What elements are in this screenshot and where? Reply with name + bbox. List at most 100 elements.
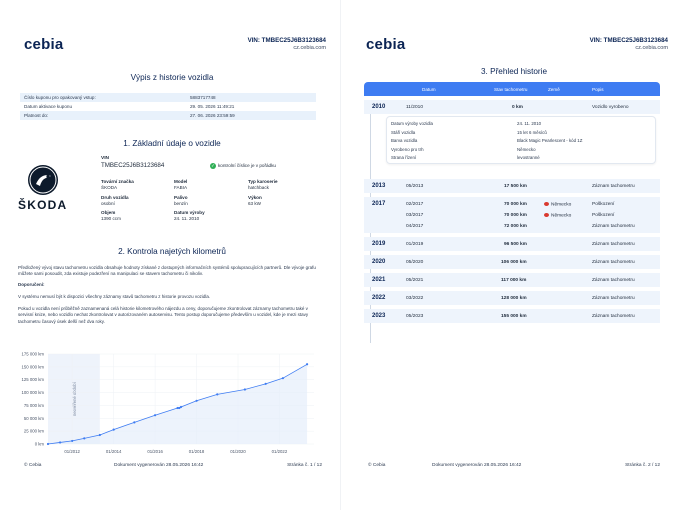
history-row[interactable]: 2022 03/2022 128 000 km Záznam tachometr… — [364, 291, 660, 305]
detail-row: Vyrobeno pro trh Německo — [391, 146, 536, 152]
row-desc: Vozidlo vyrobeno — [592, 104, 629, 110]
row-desc: Poškození — [592, 213, 615, 218]
mileage-point — [133, 421, 136, 424]
row-desc: Záznam tachometru — [592, 183, 635, 189]
year-label: 2017 — [372, 201, 386, 207]
mileage-point — [281, 377, 285, 380]
detail-row: Strana řízení levostranné — [391, 155, 540, 160]
header-url[interactable]: cz.cebia.com — [635, 45, 668, 51]
year-label: 2021 — [372, 277, 386, 283]
mileage-point — [179, 405, 183, 409]
field-value: hatchback — [248, 185, 269, 190]
history-row[interactable]: 2013 05/2013 17 500 km Záznam tachometru — [364, 179, 660, 193]
report-title: Výpis z historie vozidla — [130, 73, 214, 82]
col-km: Stav tachometru — [494, 86, 528, 92]
year-label: 2022 — [372, 295, 386, 301]
row-date: 05/2023 — [406, 313, 424, 319]
field-label: Palivo — [174, 195, 188, 200]
row-country-text: Německo — [551, 213, 572, 219]
mileage-point — [243, 388, 247, 391]
service-advice-paragraph: Pokud u vozidla není průběžně zaznamenan… — [18, 306, 309, 324]
records-note-paragraph: V systému nemusí být k dispozici všechny… — [18, 294, 211, 299]
history-subrow[interactable]: 04/2017 72 000 km Záznam tachometru — [364, 221, 660, 232]
recommendation-label: Doporučení: — [18, 282, 318, 288]
mileage-point — [98, 433, 101, 437]
field-value: ŠKODA — [101, 185, 118, 190]
y-tick-label: 50 000 km — [24, 416, 44, 421]
detail-value: 15 let 6 měsíců — [517, 129, 547, 135]
detail-label: Stáří vozidla — [391, 129, 416, 135]
footer-generated: Dokument vygenerován 28.05.2026 16:42 — [114, 463, 204, 468]
detail-label: Barva vozidla — [391, 138, 418, 143]
y-tick-label: 75 000 km — [24, 403, 44, 408]
row-date: 05/2021 — [406, 277, 424, 283]
detail-label: Datum výroby vozidla — [391, 121, 433, 126]
field-label: Tovární značka — [101, 179, 134, 184]
footer-page-number: Stránka č. 1 / 12 — [287, 463, 322, 468]
skoda-emblem-icon — [28, 165, 58, 195]
mileage-area — [48, 364, 308, 444]
mileage-point — [153, 414, 157, 417]
history-row[interactable]: 2019 01/2019 96 500 km Záznam tachometru — [364, 237, 660, 251]
voucher-label: Platnost do: — [24, 113, 49, 118]
header-vin: VIN: TMBEC25J6B3123684 — [247, 37, 326, 44]
footer-page-number: Stránka č. 2 / 12 — [625, 463, 660, 468]
col-desc: Popis — [592, 86, 604, 92]
history-row[interactable]: 2017 — [364, 197, 660, 233]
mileage-point — [178, 406, 181, 410]
germany-flag-icon — [544, 202, 549, 206]
row-date: 04/2017 — [406, 224, 424, 229]
row-km: 117 000 km — [501, 277, 527, 283]
row-desc: Záznam tachometru — [592, 277, 635, 283]
x-tick-label: 01/2016 — [147, 449, 163, 454]
row-desc: Záznam tachometru — [592, 313, 635, 319]
voucher-row: Platnost do: 27. 06. 2026 23:59:59 — [20, 111, 316, 120]
mileage-point — [112, 428, 115, 431]
voucher-row: Datum aktivace kuponu 29. 05. 2026 11:49… — [20, 102, 316, 111]
voucher-row: Číslo kuponu pro opakovaný vstup: 588371… — [20, 93, 316, 102]
row-desc: Poškození — [592, 202, 615, 207]
detail-value: levostranné — [517, 155, 540, 160]
mileage-point — [195, 399, 198, 402]
row-km: 17 500 km — [504, 183, 527, 189]
history-row[interactable]: 2023 05/2023 155 000 km Záznam tachometr… — [364, 309, 660, 323]
cebia-logo: cebia — [24, 36, 64, 53]
history-subrow[interactable]: 03/2017 70 000 km Německo Poškození — [364, 210, 660, 221]
row-date: 05/2013 — [406, 183, 424, 189]
unverified-period-band — [48, 354, 100, 444]
year-label: 2023 — [372, 313, 386, 319]
row-desc: Záznam tachometru — [592, 259, 635, 265]
footer-generated: Dokument vygenerován 28.05.2026 16:42 — [432, 463, 522, 468]
field-value: benzín — [174, 201, 188, 206]
detail-label: Vyrobeno pro trh — [391, 146, 424, 152]
y-tick-label: 125 000 km — [22, 377, 45, 382]
x-tick-label: 01/2014 — [106, 449, 122, 454]
y-tick-label: 100 000 km — [22, 390, 45, 395]
mileage-intro-paragraph: Předložený vývoj stavu tachometru vozidl… — [18, 265, 316, 277]
header-url[interactable]: cz.cebia.com — [293, 45, 326, 51]
field-label: Výkon — [248, 195, 262, 200]
vehicle-field: Palivo benzín — [174, 195, 188, 206]
row-date: 05/2020 — [406, 259, 424, 265]
section-mileage-title: 2. Kontrola najetých kilometrů — [118, 247, 226, 256]
x-tick-label: 01/2022 — [272, 449, 288, 454]
row-km: 128 000 km — [501, 295, 527, 301]
year-label: 2019 — [372, 241, 386, 247]
row-km: 155 000 km — [501, 313, 527, 319]
detail-value: Black Magic Pearlescent - kód 1Z — [517, 138, 583, 143]
mileage-point — [46, 442, 50, 446]
y-tick-label: 175 000 km — [22, 352, 45, 357]
col-date: Datum — [422, 86, 436, 92]
field-value: 24. 11. 2010 — [174, 216, 200, 221]
detail-row: Barva vozidla Black Magic Pearlescent - k… — [391, 138, 582, 143]
history-row[interactable]: 2021 05/2021 117 000 km Záznam tachometr… — [364, 273, 660, 287]
report-page-2: cebia VIN: TMBEC25J6B3123684 cz.cebia.co… — [356, 20, 672, 480]
history-row[interactable]: 2010 11/2010 0 km Vozidlo vyrobeno — [364, 100, 660, 114]
y-tick-label: 0 km — [35, 442, 45, 447]
history-subrow[interactable]: 02/2017 70 000 km Německo Poškození — [364, 199, 660, 210]
x-tick-label: 01/2018 — [189, 449, 205, 454]
vehicle-field: Druh vozidla osobní — [101, 195, 129, 206]
history-row[interactable]: 2020 05/2020 106 000 km Záznam tachometr… — [364, 255, 660, 269]
detail-value: Německo — [517, 146, 536, 152]
field-value: FABIA — [174, 185, 188, 190]
